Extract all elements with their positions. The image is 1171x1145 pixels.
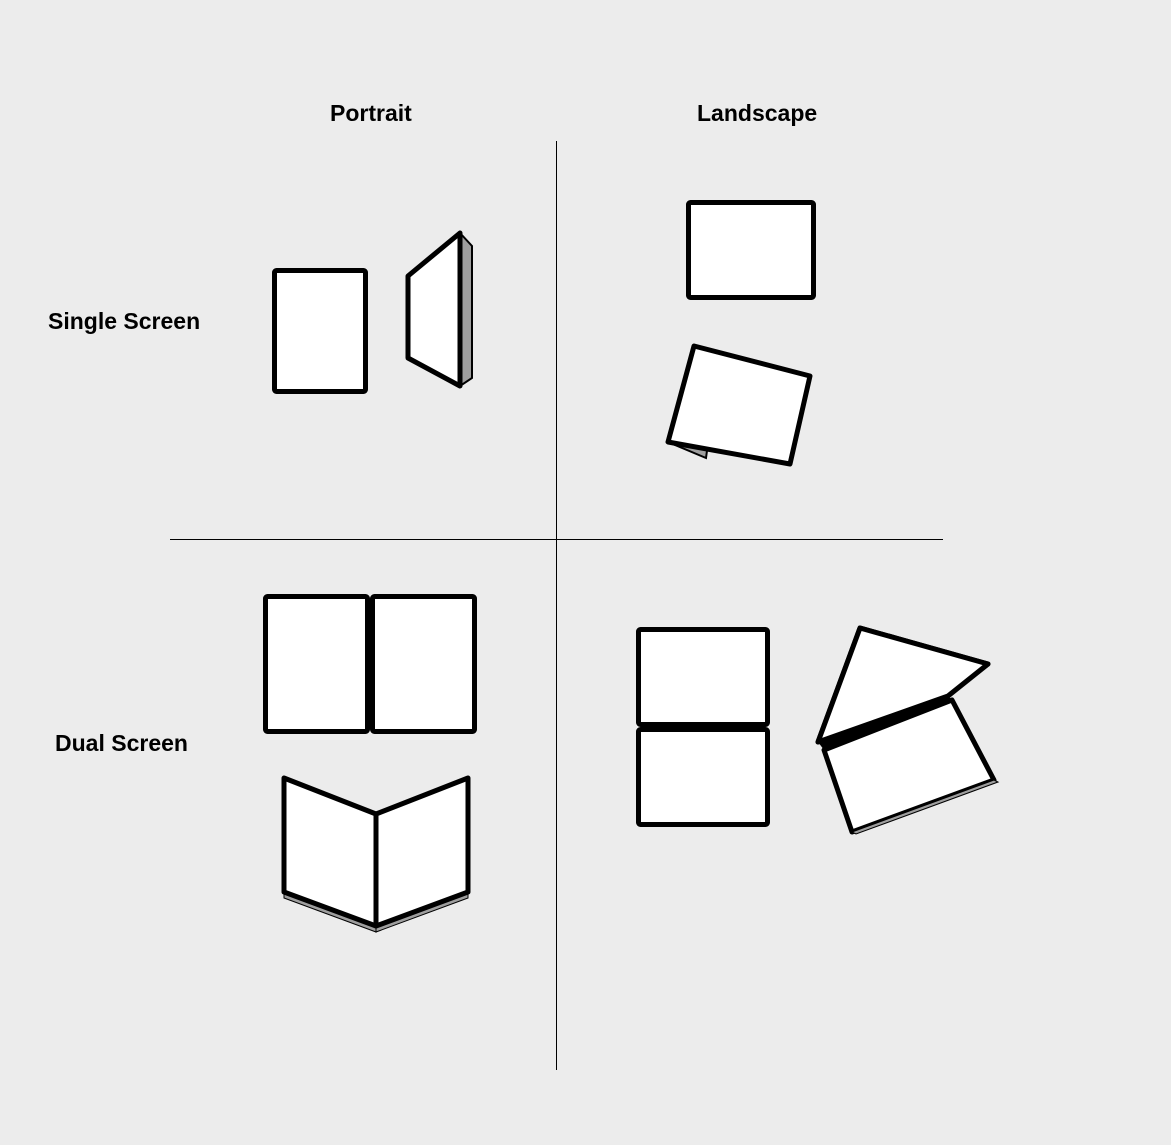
row-header-dual: Dual Screen [55, 730, 188, 757]
horizontal-axis [170, 539, 943, 540]
single-portrait-folded-icon [396, 228, 516, 388]
dual-landscape-laptop-icon [792, 624, 1012, 839]
dual-portrait-flat-icon [263, 594, 477, 734]
col-header-landscape: Landscape [697, 100, 817, 127]
single-landscape-flat-icon [686, 200, 816, 300]
col-header-portrait: Portrait [330, 100, 412, 127]
vertical-axis [556, 141, 557, 1070]
dual-portrait-book-icon [276, 774, 476, 934]
single-landscape-tent-icon [650, 326, 830, 476]
single-portrait-flat-icon [272, 268, 368, 394]
diagram-background [0, 0, 1171, 1145]
dual-landscape-flat-icon [636, 627, 770, 827]
row-header-single: Single Screen [48, 308, 200, 335]
